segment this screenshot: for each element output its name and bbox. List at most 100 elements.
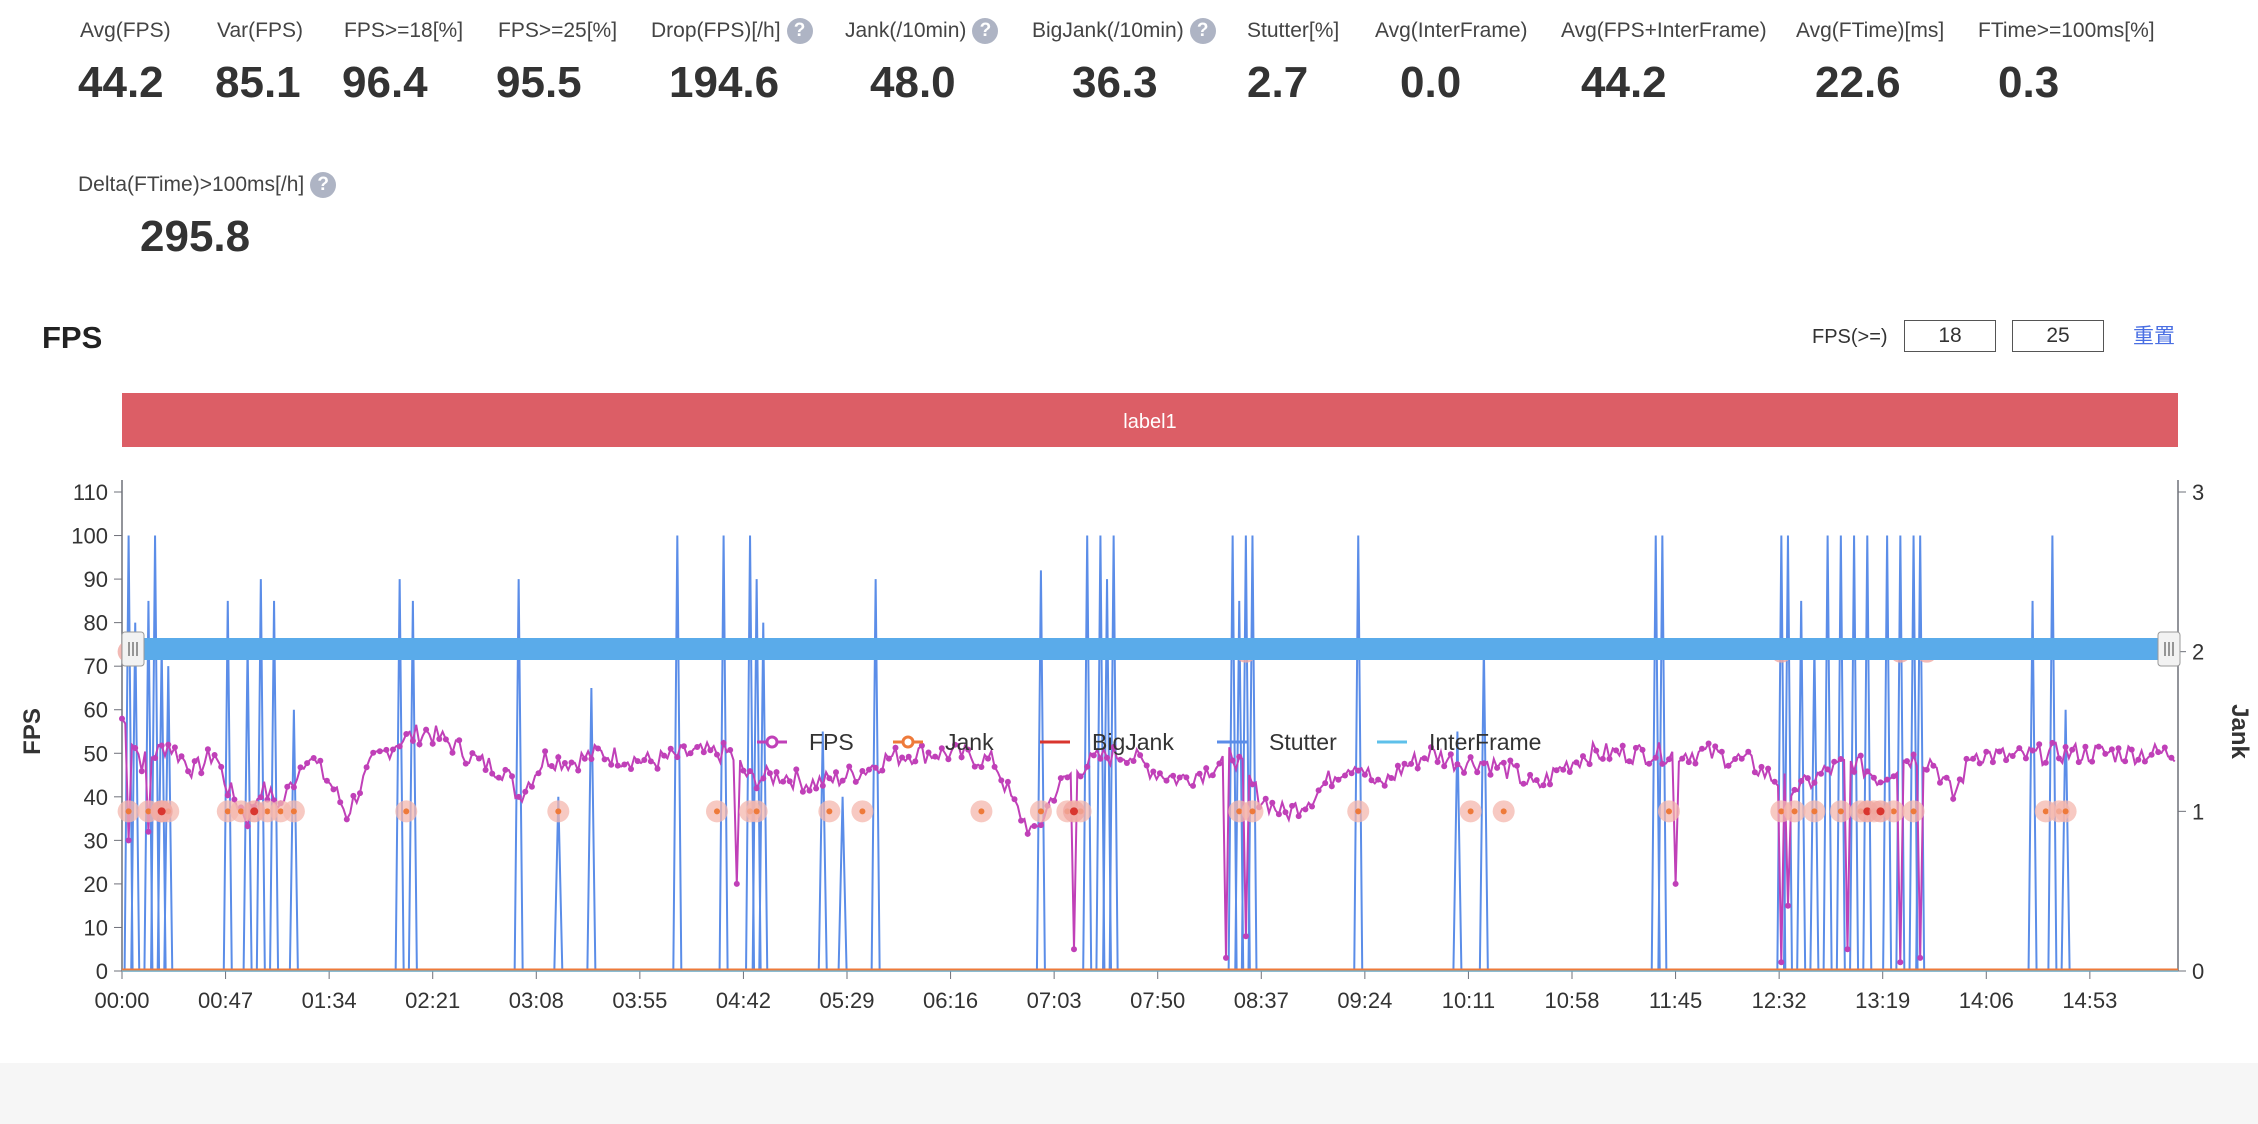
fps-point bbox=[1606, 755, 1613, 762]
question-circle-icon[interactable]: ? bbox=[310, 172, 337, 198]
metric-value: 194.6 bbox=[669, 58, 780, 107]
legend-item-stutter[interactable]: Stutter bbox=[1217, 729, 1337, 755]
fps-point bbox=[1837, 756, 1844, 762]
x-tick-label: 05:29 bbox=[819, 988, 874, 1013]
legend-item-fps[interactable]: FPS bbox=[757, 729, 854, 755]
stutter-spike bbox=[513, 579, 524, 972]
fps-point bbox=[297, 764, 304, 771]
fps-point bbox=[1322, 780, 1329, 787]
metric-label-text: Avg(InterFrame) bbox=[1375, 19, 1528, 42]
fps-low-threshold-input[interactable] bbox=[1904, 320, 1996, 352]
metric-card: FTime>=100ms[%] 0.3 bbox=[1978, 16, 2155, 107]
fps-point bbox=[442, 736, 449, 743]
fps-point bbox=[1394, 762, 1401, 769]
fps-point bbox=[2029, 747, 2036, 754]
fps-point bbox=[1732, 756, 1739, 762]
fps-point bbox=[482, 767, 489, 773]
fps-point bbox=[436, 736, 443, 742]
fps-point bbox=[522, 788, 529, 795]
stutter-spike bbox=[1234, 600, 1245, 972]
fps-point bbox=[1104, 754, 1110, 761]
stutter-spike bbox=[586, 687, 597, 972]
fps-point bbox=[2115, 745, 2122, 752]
fps-point bbox=[1024, 830, 1031, 837]
jank-point bbox=[753, 808, 760, 815]
fps-point bbox=[965, 746, 972, 753]
fps-point bbox=[1831, 758, 1838, 765]
stutter-spike bbox=[269, 600, 280, 972]
fps-point bbox=[885, 755, 892, 762]
metric-label: FPS>=25[%] bbox=[498, 16, 617, 46]
question-circle-icon[interactable]: ? bbox=[972, 18, 999, 44]
fps-point bbox=[945, 756, 952, 763]
fps-point bbox=[2122, 758, 2129, 765]
fps-point bbox=[1593, 747, 1600, 754]
fps-point bbox=[1560, 766, 1567, 773]
label-band-text: label1 bbox=[1123, 411, 1176, 433]
bigjank-point bbox=[250, 807, 259, 816]
fps-point bbox=[1434, 759, 1441, 765]
bigjank-point bbox=[1863, 807, 1872, 816]
x-tick-label: 11:45 bbox=[1649, 988, 1702, 1013]
metric-card: FPS>=25[%] 95.5 bbox=[496, 16, 617, 107]
stutter-spike bbox=[1452, 731, 1463, 972]
fps-point bbox=[1494, 764, 1501, 771]
stutter-spike bbox=[123, 535, 134, 972]
legend-item-jank[interactable]: Jank bbox=[893, 729, 994, 755]
jank-point bbox=[125, 808, 132, 815]
fps-point bbox=[1388, 775, 1395, 781]
fps-point bbox=[667, 745, 674, 752]
stutter-spike bbox=[1849, 535, 1860, 972]
metric-value: 22.6 bbox=[1815, 58, 1901, 107]
legend-item-bigjank[interactable]: BigJank bbox=[1040, 729, 1174, 755]
jank-point bbox=[713, 808, 720, 815]
fps-point bbox=[952, 741, 958, 748]
y-tick-label: 80 bbox=[84, 611, 108, 636]
fps-point bbox=[2075, 759, 2082, 766]
fps-point bbox=[938, 745, 945, 752]
jank-point bbox=[224, 808, 231, 815]
fps-point bbox=[813, 785, 820, 792]
fps-point bbox=[760, 775, 767, 782]
fps-point bbox=[2056, 755, 2062, 762]
fps-point bbox=[218, 763, 225, 770]
question-circle-icon[interactable]: ? bbox=[786, 18, 813, 44]
metric-label: FTime>=100ms[%] bbox=[1978, 16, 2155, 46]
fps-point bbox=[1950, 795, 1957, 802]
fps-point bbox=[1342, 772, 1348, 779]
fps-point bbox=[1639, 746, 1646, 753]
fps-point bbox=[429, 740, 436, 747]
fps-point bbox=[1672, 880, 1679, 887]
fps-point bbox=[330, 786, 337, 793]
fps-point bbox=[1989, 759, 1996, 766]
metric-value: 95.5 bbox=[496, 58, 582, 107]
fps-point bbox=[1666, 756, 1672, 763]
legend-label: InterFrame bbox=[1429, 729, 1541, 755]
fps-point bbox=[1824, 766, 1831, 773]
fps-point bbox=[2108, 746, 2115, 753]
fps-point bbox=[839, 777, 846, 784]
stutter-spike bbox=[870, 579, 881, 972]
fps-point bbox=[1500, 759, 1507, 766]
question-circle-icon[interactable]: ? bbox=[1189, 18, 1216, 44]
reset-link[interactable]: 重置 bbox=[2133, 325, 2175, 348]
fps-point bbox=[1117, 756, 1124, 763]
fps-point bbox=[1580, 753, 1586, 760]
fps-point bbox=[614, 762, 621, 769]
fps-high-threshold-input[interactable] bbox=[2012, 320, 2104, 352]
fps-point bbox=[793, 766, 800, 773]
legend-label: Jank bbox=[945, 729, 994, 755]
jank-point bbox=[1665, 808, 1672, 815]
fps-point bbox=[714, 751, 720, 758]
fps-point bbox=[509, 773, 515, 780]
legend-item-interframe[interactable]: InterFrame bbox=[1377, 729, 1541, 755]
fps-point bbox=[1018, 817, 1025, 824]
fps-point bbox=[892, 744, 899, 751]
metric-label: FPS>=18[%] bbox=[344, 16, 463, 46]
y2-tick-label: 2 bbox=[2192, 640, 2204, 665]
fps-point bbox=[833, 769, 839, 776]
fps-point bbox=[2036, 741, 2043, 748]
fps-point bbox=[1441, 763, 1448, 770]
fps-point bbox=[641, 757, 648, 763]
fps-point bbox=[1513, 762, 1520, 769]
